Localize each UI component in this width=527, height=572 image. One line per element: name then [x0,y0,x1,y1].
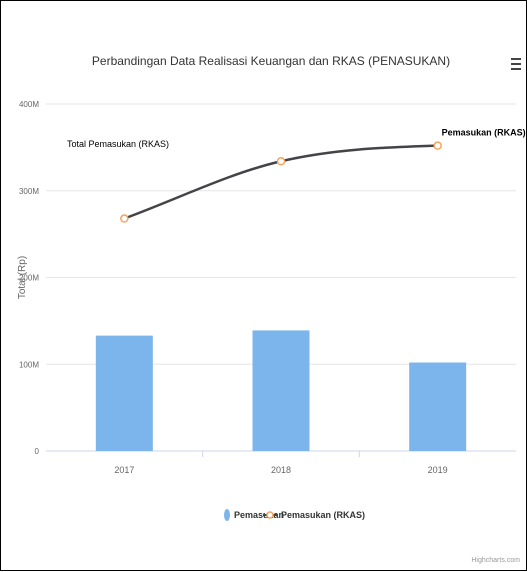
legend-marker-rkas [266,511,274,519]
annotation-total-rkas: Total Pemasukan (RKAS) [67,139,169,149]
hamburger-menu-icon[interactable] [511,58,521,72]
bar-pemasukan-2017 [95,335,153,451]
y-tick-label: 0 [35,447,40,456]
y-tick-label: 200M [19,274,39,283]
annotation-last-point: Pemasukan (RKAS) [442,128,526,138]
point-rkas-2019 [433,141,442,150]
credits-link[interactable]: Highcharts.com [471,557,520,564]
x-tick-label: 2017 [114,465,134,475]
point-rkas-2017 [120,214,129,223]
y-tick-label: 400M [19,100,39,109]
bar-pemasukan-2018 [252,330,310,451]
y-tick-label: 300M [19,187,39,196]
chart-title: Perbandingan Data Realisasi Keuangan dan… [92,54,450,68]
legend-symbol-pemasukan [224,509,230,521]
legend-label-pemasukan: Pemasukan [234,510,284,520]
x-tick-label: 2018 [271,465,291,475]
y-axis-title: Total (Rp) [17,256,28,299]
legend-label-rkas: Pemasukan (RKAS) [281,510,365,520]
bar-pemasukan-2019 [409,362,467,451]
y-tick-label: 100M [19,360,39,369]
x-tick-label: 2019 [428,465,448,475]
line-pemasukan-rkas [123,144,438,220]
point-rkas-2018 [276,157,286,166]
